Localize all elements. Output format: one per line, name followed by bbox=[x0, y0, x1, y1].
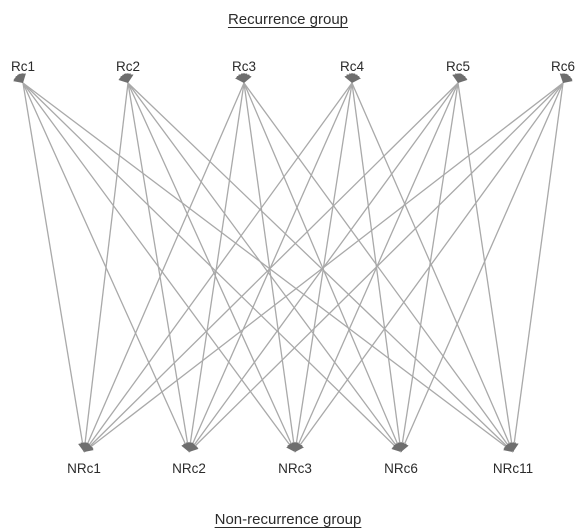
edge-rc3-nrc2 bbox=[185, 73, 250, 453]
edge-rc5-nrc11 bbox=[452, 73, 517, 453]
node-label-rc6: Rc6 bbox=[551, 59, 575, 74]
node-label-nrc11: NRc11 bbox=[493, 461, 533, 476]
node-label-nrc1: NRc1 bbox=[67, 461, 101, 476]
edge-rc1-nrc1 bbox=[17, 73, 87, 453]
edge-rc6-nrc3 bbox=[294, 73, 572, 453]
labels-layer: Rc1 Rc2 Rc3 Rc4 Rc5 Rc6 NRc1 NRc2 NRc3 NRc6 NRc11 bbox=[11, 59, 575, 476]
node-label-rc3: Rc3 bbox=[232, 59, 256, 74]
edge-rc2-nrc2 bbox=[122, 73, 192, 453]
recurrence-group-title: Recurrence group bbox=[227, 11, 349, 28]
node-label-rc4: Rc4 bbox=[340, 59, 364, 74]
node-label-nrc3: NRc3 bbox=[278, 461, 312, 476]
non-recurrence-group-title: Non-recurrence group bbox=[214, 511, 362, 528]
node-label-nrc6: NRc6 bbox=[384, 461, 418, 476]
edge-rc6-nrc11 bbox=[509, 73, 569, 453]
node-label-nrc2: NRc2 bbox=[172, 461, 206, 476]
edge-rc3-nrc11 bbox=[235, 73, 514, 453]
edge-rc4-nrc1 bbox=[83, 73, 361, 453]
node-label-rc2: Rc2 bbox=[116, 59, 140, 74]
node-label-rc5: Rc5 bbox=[446, 59, 470, 74]
edge-rc6-nrc1 bbox=[83, 73, 573, 453]
edge-rc2-nrc11 bbox=[118, 73, 514, 453]
edges-layer bbox=[13, 72, 573, 453]
edge-rc2-nrc6 bbox=[119, 73, 402, 453]
node-label-rc1: Rc1 bbox=[11, 59, 35, 74]
edge-rc6-nrc6 bbox=[400, 72, 571, 453]
edge-rc5-nrc1 bbox=[83, 73, 468, 453]
edge-rc2-nrc1 bbox=[80, 73, 134, 453]
